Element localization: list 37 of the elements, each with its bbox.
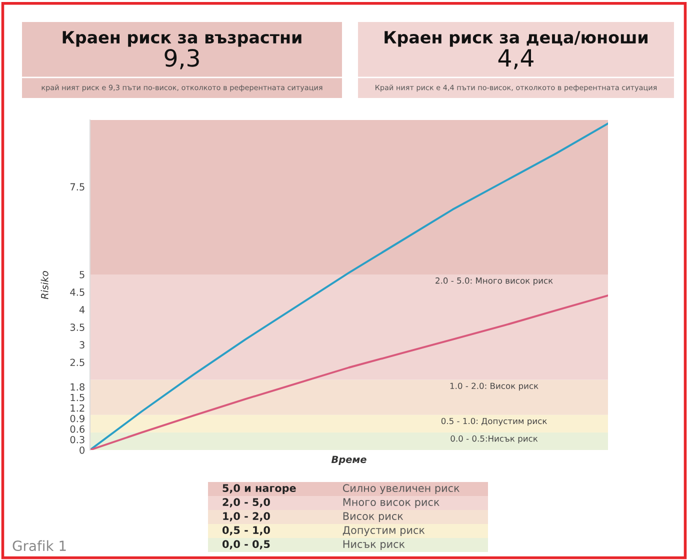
band-label: 0.5 - 1.0: Допустим риск — [441, 418, 547, 426]
text: 4,4 — [498, 49, 534, 70]
line-series — [90, 122, 608, 450]
y-tick-label: 1.2 — [70, 404, 84, 412]
y-tick-label: 4 — [79, 306, 85, 314]
band-label: 1.0 - 2.0: Висок риск — [450, 382, 538, 391]
text: Висок риск — [343, 512, 404, 522]
text: 1,0 - 2,0 — [223, 512, 270, 522]
y-tick-label: 0.9 — [70, 414, 84, 422]
text: Краен риск за възрастни — [62, 31, 302, 47]
y-tick-label: 4.5 — [70, 288, 84, 296]
line-series — [90, 294, 608, 450]
text: 0,0 - 0,5 — [222, 540, 270, 550]
y-tick-label: 1.8 — [70, 383, 84, 391]
y-tick-label: 0.6 — [70, 425, 85, 433]
y-tick-label: 0 — [80, 446, 84, 454]
text: 9,3 — [164, 48, 199, 70]
y-tick-label: 1.5 — [70, 394, 84, 402]
text: 2,0 - 5,0 — [222, 498, 270, 508]
text: 5,0 и нагоре — [222, 484, 296, 494]
text: Допустим риск — [342, 526, 425, 536]
text: Много висок риск — [343, 498, 440, 508]
y-tick-label: 0.3 — [70, 436, 84, 444]
text: Нисък риск — [343, 540, 405, 550]
y-tick-label: 5 — [80, 271, 84, 278]
x-axis-title: Време — [331, 456, 366, 465]
y-tick-label: 2.5 — [70, 358, 84, 366]
band-label: 2.0 - 5.0: Много висок риск — [436, 277, 553, 286]
y-tick-label: 7.5 — [70, 183, 84, 191]
text: Grafik 1 — [12, 540, 66, 552]
text: Краен риск за деца/юноши — [384, 31, 648, 47]
band-label: 0.0 - 0.5:Нисък риск — [450, 435, 538, 444]
y-tick-label: 3.5 — [70, 324, 84, 331]
y-tick-label: 3 — [80, 341, 84, 349]
y-axis-title: Risiko — [40, 271, 48, 300]
text: Силно увеличен риск — [342, 484, 460, 494]
text: 0,5 - 1,0 — [222, 526, 270, 536]
